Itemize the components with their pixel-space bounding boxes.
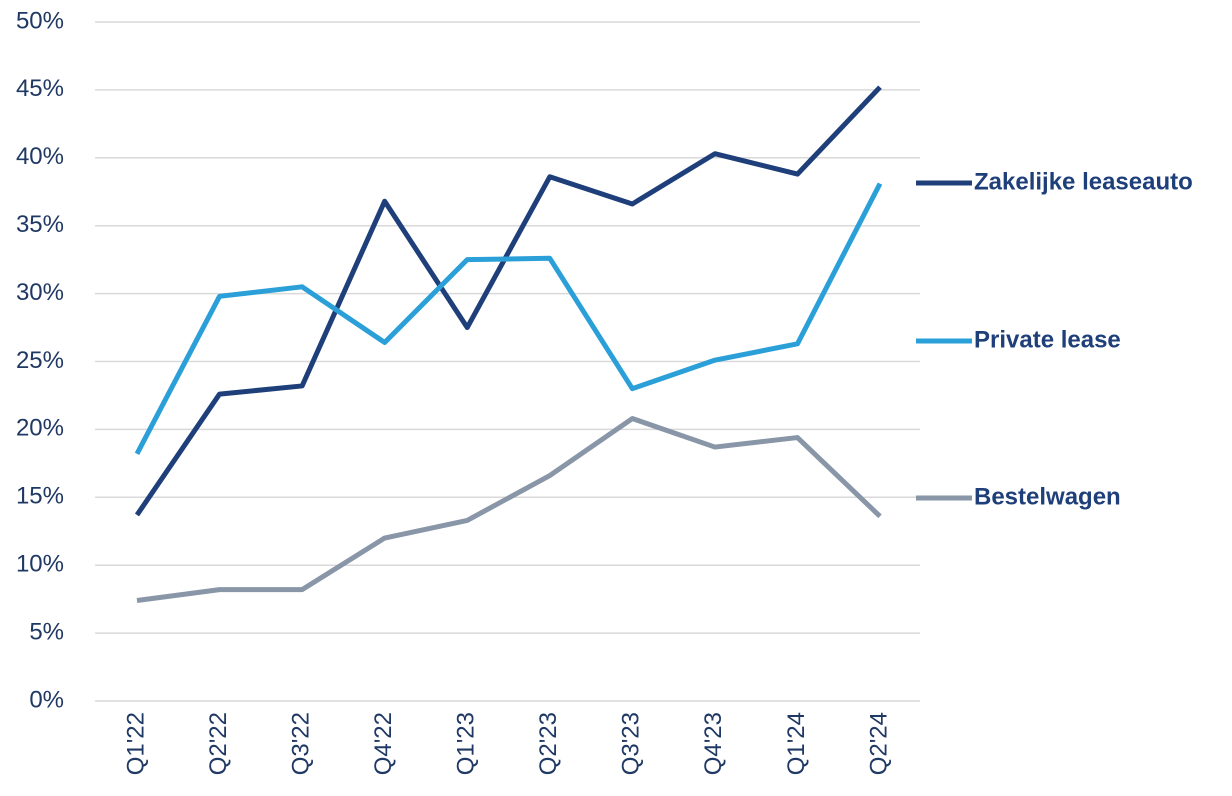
y-tick-label: 10% (16, 551, 64, 578)
y-tick-label: 35% (16, 211, 64, 238)
y-tick-label: 0% (29, 686, 64, 713)
x-tick-label: Q1'23 (453, 712, 480, 775)
y-tick-label: 30% (16, 279, 64, 306)
y-tick-label: 50% (16, 7, 64, 34)
series-line (136, 416, 882, 603)
x-tick-label: Q4'23 (700, 712, 727, 775)
series-line (134, 182, 883, 456)
y-tick-label: 45% (16, 75, 64, 102)
x-tick-label: Q3'23 (618, 712, 645, 775)
y-tick-label: 5% (29, 618, 64, 645)
y-tick-label: 40% (16, 143, 64, 170)
legend-label: Bestelwagen (974, 483, 1121, 510)
legend-label: Zakelijke leaseauto (974, 168, 1193, 195)
x-tick-label: Q3'22 (287, 712, 314, 775)
x-tick-label: Q4'22 (370, 712, 397, 775)
y-tick-label: 25% (16, 347, 64, 374)
x-tick-label: Q2'22 (205, 712, 232, 775)
x-tick-label: Q2'24 (865, 712, 892, 775)
legend-label: Private lease (974, 326, 1121, 353)
x-tick-label: Q1'24 (783, 712, 810, 775)
series-line (134, 85, 882, 517)
y-tick-label: 20% (16, 415, 64, 442)
x-tick-label: Q1'22 (122, 712, 149, 775)
y-tick-label: 15% (16, 483, 64, 510)
x-tick-label: Q2'23 (535, 712, 562, 775)
